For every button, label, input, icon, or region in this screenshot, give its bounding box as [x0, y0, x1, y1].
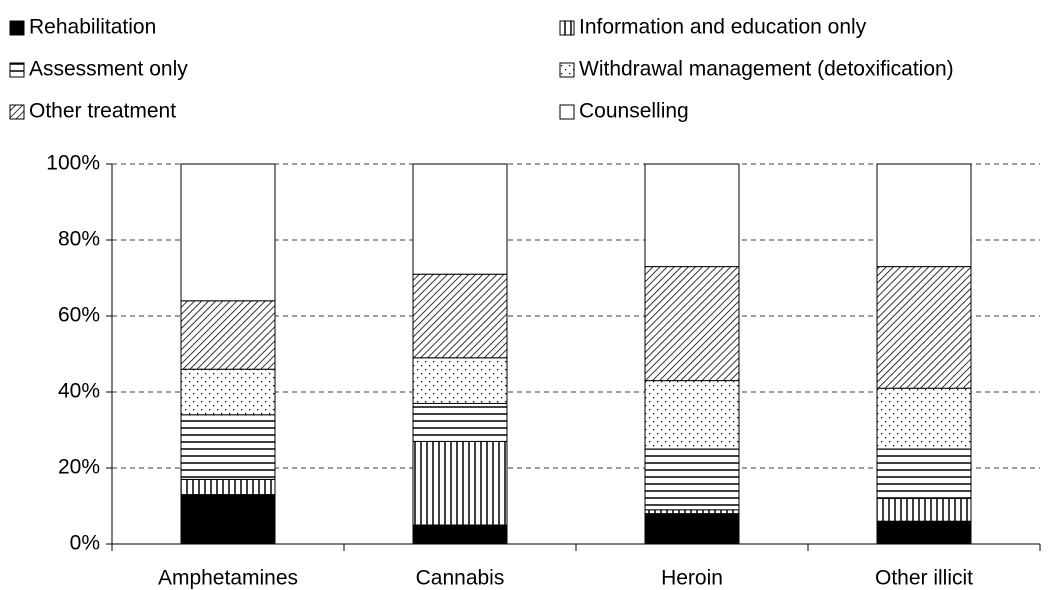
legend-swatch	[559, 20, 575, 36]
bar-segment	[644, 448, 740, 511]
legend-swatch	[9, 20, 25, 36]
bar-segment	[180, 478, 276, 496]
bar-segment	[180, 163, 276, 302]
bar-segment	[412, 402, 508, 442]
legend-label: Withdrawal management (detoxification)	[579, 58, 954, 81]
x-tick-label: Heroin	[661, 567, 723, 590]
bar-segment	[412, 163, 508, 275]
bar-segment	[644, 380, 740, 450]
bar-segment	[412, 440, 508, 526]
bar-segment	[644, 513, 740, 545]
y-tick-label: 100%	[46, 152, 100, 175]
bar-segment	[180, 368, 276, 416]
legend-label: Rehabilitation	[29, 16, 156, 39]
y-tick-label: 20%	[58, 456, 100, 479]
y-tick-label: 40%	[58, 380, 100, 403]
bar-segment	[412, 524, 508, 545]
bar-segment	[412, 357, 508, 404]
legend-swatch	[9, 104, 25, 120]
bar-segment	[876, 497, 972, 522]
x-tick-label: Cannabis	[416, 567, 505, 590]
bar-segment	[876, 163, 972, 268]
legend-label: Assessment only	[29, 58, 188, 81]
legend-swatch	[559, 104, 575, 120]
x-tick-label: Other illicit	[875, 567, 973, 590]
bar-segment	[644, 266, 740, 382]
bar-segment	[876, 387, 972, 450]
bar-segment	[180, 414, 276, 480]
bar-segment	[644, 509, 740, 515]
legend-swatch	[559, 62, 575, 78]
x-tick-label: Amphetamines	[158, 567, 298, 590]
legend-label: Information and education only	[579, 16, 867, 39]
bar-segment	[180, 300, 276, 370]
y-tick-label: 80%	[58, 228, 100, 251]
legend-label: Counselling	[579, 100, 689, 123]
y-tick-label: 0%	[70, 532, 100, 555]
bar-segment	[412, 273, 508, 359]
bar-segment	[876, 520, 972, 545]
bar-segment	[180, 494, 276, 545]
legend-swatch	[9, 62, 25, 78]
legend-label: Other treatment	[29, 100, 176, 123]
bar-segment	[876, 266, 972, 389]
y-tick-label: 60%	[58, 304, 100, 327]
bar-segment	[644, 163, 740, 268]
bar-segment	[876, 448, 972, 499]
